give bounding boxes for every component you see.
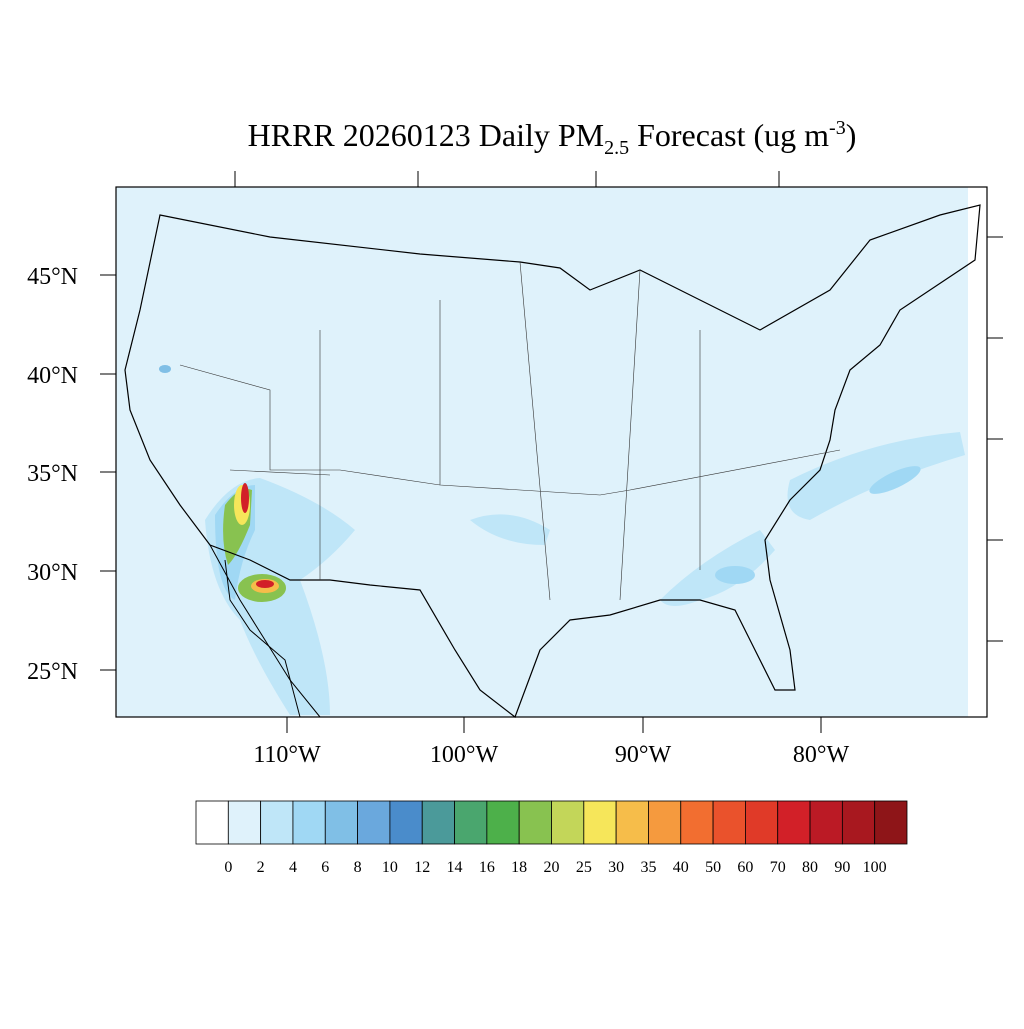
color-box	[809, 800, 843, 845]
colorbar-label: 0	[224, 859, 232, 876]
color-box	[227, 800, 262, 845]
plume	[159, 365, 171, 373]
color-box	[615, 800, 649, 845]
colorbar-label: 25	[576, 859, 592, 876]
title-superscript: -3	[829, 117, 846, 139]
plume	[660, 530, 775, 606]
color-box	[680, 800, 714, 845]
colorbar-label: 40	[673, 859, 689, 876]
colorbar-label: 8	[354, 859, 362, 876]
colorbar-label: 30	[608, 859, 624, 876]
no-data-strip	[968, 187, 987, 717]
color-box	[841, 800, 876, 845]
colorbar-label: 12	[414, 859, 430, 876]
state-borders	[179, 261, 841, 601]
title-text: Forecast (ug m	[629, 117, 829, 153]
colorbar-label: 2	[257, 859, 265, 876]
lat-label: 45°N	[27, 264, 78, 290]
colorbar-label: 6	[321, 859, 329, 876]
color-box	[745, 800, 779, 845]
color-box	[421, 800, 455, 845]
map-title: HRRR 20260123 Daily PM2.5 Forecast (ug m…	[248, 117, 857, 159]
lat-label: 35°N	[27, 461, 78, 487]
lat-label: 30°N	[27, 560, 78, 586]
color-box	[486, 800, 520, 845]
colorbar-label: 50	[705, 859, 721, 876]
colorbar-label: 70	[770, 859, 786, 876]
color-box	[195, 800, 229, 845]
coastline	[224, 559, 301, 718]
color-box	[551, 800, 585, 845]
colorbar-label: 18	[511, 859, 527, 876]
title-subscript: 2.5	[604, 137, 629, 159]
colorbar-label: 60	[737, 859, 753, 876]
colorbar-label: 90	[834, 859, 850, 876]
colorbar-label: 16	[479, 859, 495, 876]
lon-label: 90°W	[615, 742, 672, 768]
frame-ticks	[234, 171, 1003, 642]
color-box	[648, 800, 682, 845]
lat-label: 40°N	[27, 363, 78, 389]
color-box	[874, 800, 908, 845]
plume	[256, 580, 274, 588]
lat-label: 25°N	[27, 659, 78, 685]
color-box	[454, 800, 488, 845]
color-box	[712, 800, 746, 845]
lon-label: 100°W	[430, 742, 499, 768]
colorbar-label: 14	[447, 859, 463, 876]
color-box	[583, 800, 617, 845]
coastline	[209, 544, 321, 718]
lon-label: 110°W	[253, 742, 321, 768]
title-text: )	[846, 117, 857, 153]
color-box	[357, 800, 391, 845]
lon-label: 80°W	[793, 742, 850, 768]
plume	[241, 483, 249, 513]
color-box	[518, 800, 552, 845]
title-text: HRRR 20260123 Daily PM	[248, 117, 604, 153]
map-frame	[115, 186, 988, 718]
color-box	[260, 800, 294, 845]
colorbar-label: 80	[802, 859, 818, 876]
color-box	[777, 800, 811, 845]
colorbar-label: 100	[863, 859, 887, 876]
color-box	[292, 800, 326, 845]
us-outline	[124, 204, 981, 718]
color-box	[324, 800, 358, 845]
plume	[787, 432, 965, 520]
color-box	[389, 800, 423, 845]
colorbar-label: 20	[544, 859, 560, 876]
plume	[869, 466, 921, 494]
colorbar-label: 35	[640, 859, 656, 876]
colorbar-label: 4	[289, 859, 297, 876]
plume	[470, 514, 550, 545]
colorbar-label: 10	[382, 859, 398, 876]
map-area	[115, 171, 1003, 718]
plume	[715, 566, 755, 584]
